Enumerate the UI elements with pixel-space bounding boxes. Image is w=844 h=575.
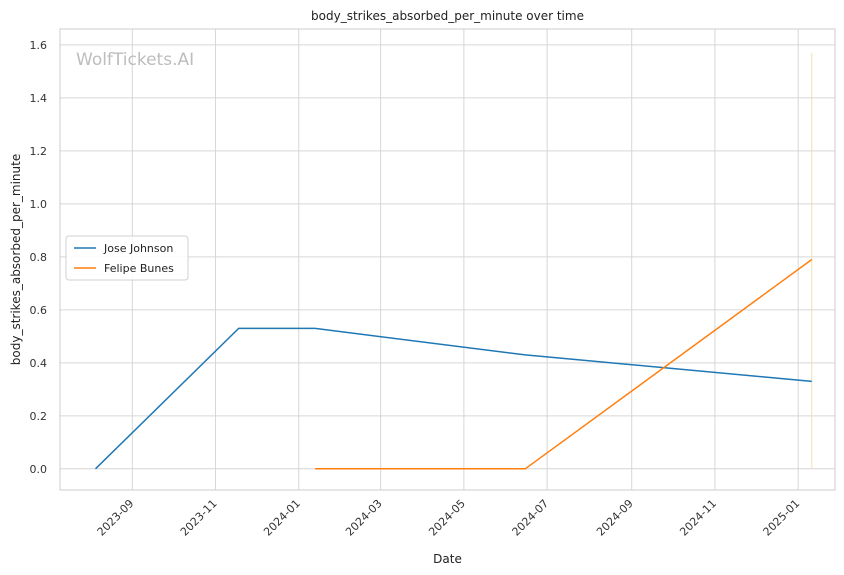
y-tick-label: 1.0 — [30, 198, 48, 211]
y-tick-label: 0.6 — [30, 304, 48, 317]
y-tick-label: 0.2 — [30, 410, 48, 423]
legend-label-0: Jose Johnson — [103, 242, 173, 255]
x-tick-label: 2025-01 — [761, 497, 803, 539]
x-axis-ticks: 2023-09 2023-11 2024-01 2024-03 2024-05 2024-… — [95, 497, 803, 539]
y-tick-label: 0.8 — [30, 251, 48, 264]
x-tick-label: 2024-11 — [677, 497, 719, 539]
plot-frame — [59, 28, 836, 491]
y-tick-label: 0.0 — [30, 463, 48, 476]
y-tick-label: 1.4 — [30, 92, 48, 105]
y-tick-label: 1.6 — [30, 39, 48, 52]
legend: Jose Johnson Felipe Bunes — [65, 235, 189, 281]
chart-title: body_strikes_absorbed_per_minute over ti… — [311, 9, 584, 23]
y-tick-label: 0.4 — [30, 357, 48, 370]
x-tick-label: 2024-03 — [343, 497, 385, 539]
legend-box — [65, 235, 189, 281]
series-line-1 — [315, 258, 813, 470]
y-tick-label: 1.2 — [30, 145, 48, 158]
x-axis-label: Date — [433, 552, 462, 566]
x-tick-label: 2024-01 — [261, 497, 303, 539]
series-layer — [94, 258, 813, 470]
x-tick-label: 2024-07 — [510, 497, 552, 539]
x-tick-label: 2024-09 — [594, 497, 636, 539]
y-axis-ticks: 0.0 0.2 0.4 0.6 0.8 1.0 1.2 1.4 1.6 — [30, 39, 48, 476]
x-tick-label: 2023-09 — [95, 497, 137, 539]
series-line-0 — [94, 327, 812, 470]
y-axis-label: body_strikes_absorbed_per_minute — [9, 154, 23, 365]
grid-lines — [60, 29, 835, 490]
x-tick-label: 2024-05 — [426, 497, 468, 539]
watermark: WolfTickets.AI — [76, 50, 194, 70]
legend-label-1: Felipe Bunes — [104, 262, 174, 275]
x-tick-label: 2023-11 — [178, 497, 220, 539]
